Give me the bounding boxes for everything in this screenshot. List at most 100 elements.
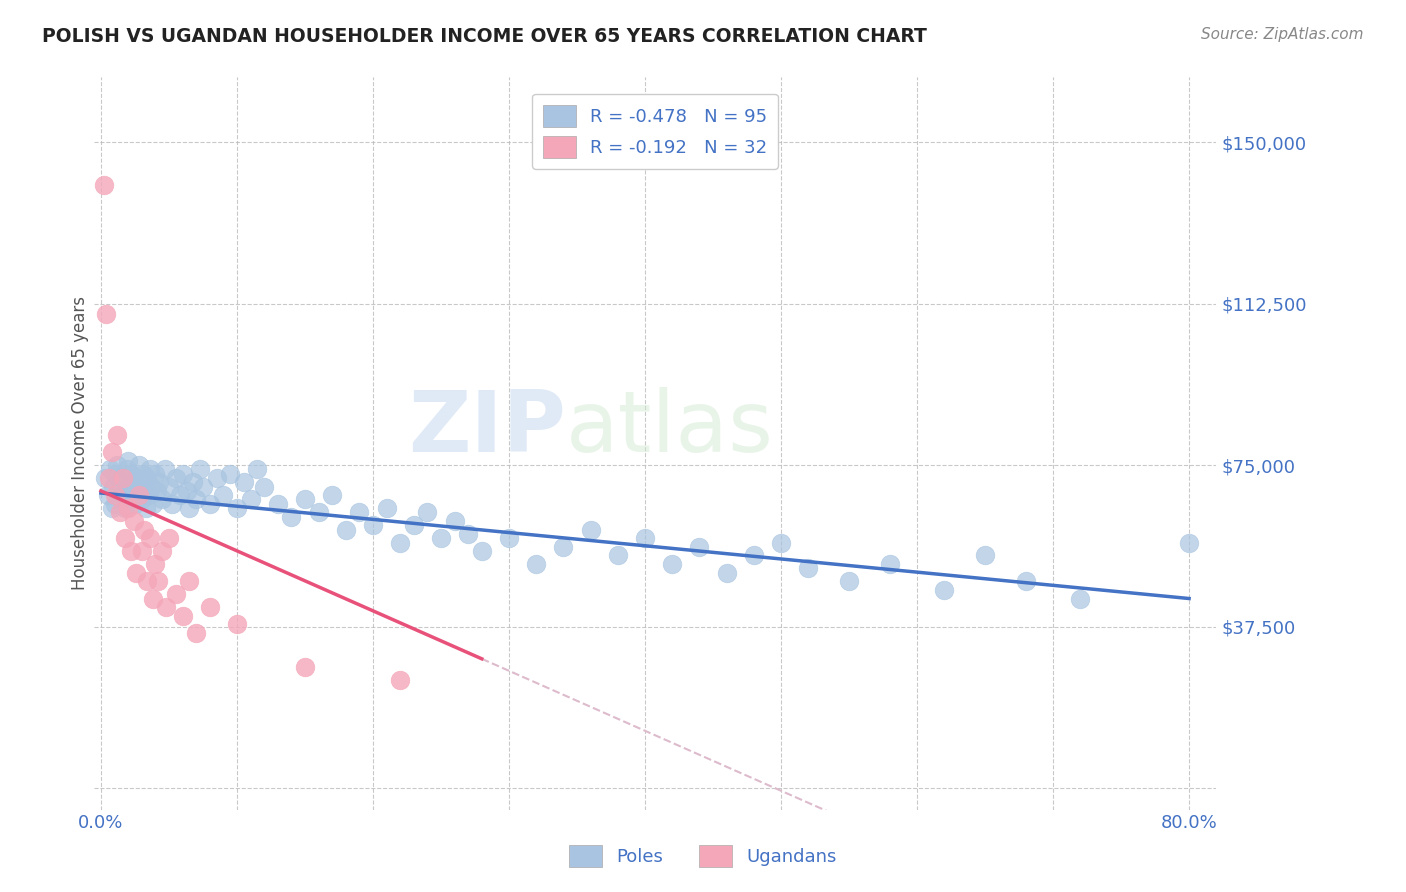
Point <box>769 535 792 549</box>
Point <box>308 505 330 519</box>
Point <box>105 428 128 442</box>
Point <box>143 557 166 571</box>
Point <box>101 501 124 516</box>
Point <box>121 483 143 498</box>
Point <box>97 488 120 502</box>
Point <box>110 492 132 507</box>
Point <box>246 462 269 476</box>
Text: POLISH VS UGANDAN HOUSEHOLDER INCOME OVER 65 YEARS CORRELATION CHART: POLISH VS UGANDAN HOUSEHOLDER INCOME OVE… <box>42 27 927 45</box>
Point <box>153 462 176 476</box>
Point <box>179 574 201 589</box>
Point <box>239 492 262 507</box>
Text: ZIP: ZIP <box>408 387 565 470</box>
Point <box>430 531 453 545</box>
Point <box>146 574 169 589</box>
Point <box>974 549 997 563</box>
Point <box>389 535 412 549</box>
Point <box>98 471 121 485</box>
Point <box>143 467 166 481</box>
Point <box>103 488 125 502</box>
Point <box>165 471 187 485</box>
Point <box>96 307 118 321</box>
Point <box>118 492 141 507</box>
Point <box>117 501 139 516</box>
Point <box>132 467 155 481</box>
Point <box>1178 535 1201 549</box>
Point <box>157 531 180 545</box>
Point <box>138 488 160 502</box>
Y-axis label: Householder Income Over 65 years: Householder Income Over 65 years <box>72 296 89 591</box>
Point <box>179 501 201 516</box>
Point <box>100 462 122 476</box>
Point <box>134 523 156 537</box>
Point <box>1015 574 1038 589</box>
Point <box>176 483 198 498</box>
Point <box>457 527 479 541</box>
Text: Source: ZipAtlas.com: Source: ZipAtlas.com <box>1201 27 1364 42</box>
Point <box>93 178 115 193</box>
Point <box>879 557 901 571</box>
Point <box>165 587 187 601</box>
Point <box>139 531 162 545</box>
Point <box>1069 591 1091 606</box>
Point <box>226 501 249 516</box>
Point <box>101 445 124 459</box>
Point <box>579 523 602 537</box>
Point <box>108 475 131 490</box>
Point <box>606 549 628 563</box>
Point <box>120 544 142 558</box>
Point <box>402 518 425 533</box>
Point <box>267 497 290 511</box>
Text: atlas: atlas <box>565 387 773 470</box>
Point <box>172 608 194 623</box>
Point <box>141 479 163 493</box>
Point <box>136 471 159 485</box>
Point <box>135 501 157 516</box>
Point <box>294 660 316 674</box>
Point <box>145 483 167 498</box>
Point <box>471 544 494 558</box>
Point <box>188 462 211 476</box>
Point <box>205 471 228 485</box>
Point <box>155 600 177 615</box>
Point <box>661 557 683 571</box>
Point <box>688 540 710 554</box>
Point <box>553 540 575 554</box>
Point <box>212 488 235 502</box>
Point <box>94 471 117 485</box>
Point <box>186 626 208 640</box>
Point <box>134 483 156 498</box>
Legend: Poles, Ugandans: Poles, Ugandans <box>562 838 844 874</box>
Point <box>169 488 191 502</box>
Point <box>186 492 208 507</box>
Point <box>127 488 149 502</box>
Point <box>191 479 214 493</box>
Point <box>375 501 398 516</box>
Point <box>117 479 139 493</box>
Point <box>443 514 465 528</box>
Point <box>198 600 221 615</box>
Point <box>103 497 125 511</box>
Point <box>321 488 343 502</box>
Point <box>232 475 254 490</box>
Point <box>498 531 520 545</box>
Point <box>157 479 180 493</box>
Point <box>361 518 384 533</box>
Point <box>114 531 136 545</box>
Point <box>108 505 131 519</box>
Point <box>136 574 159 589</box>
Point <box>280 509 302 524</box>
Point <box>131 492 153 507</box>
Point <box>101 479 124 493</box>
Point <box>103 467 125 481</box>
Point <box>198 497 221 511</box>
Point <box>131 544 153 558</box>
Point <box>142 497 165 511</box>
Point <box>139 462 162 476</box>
Point <box>934 582 956 597</box>
Point <box>111 471 134 485</box>
Point <box>294 492 316 507</box>
Point <box>128 488 150 502</box>
Point <box>125 471 148 485</box>
Legend: R = -0.478   N = 95, R = -0.192   N = 32: R = -0.478 N = 95, R = -0.192 N = 32 <box>533 94 778 169</box>
